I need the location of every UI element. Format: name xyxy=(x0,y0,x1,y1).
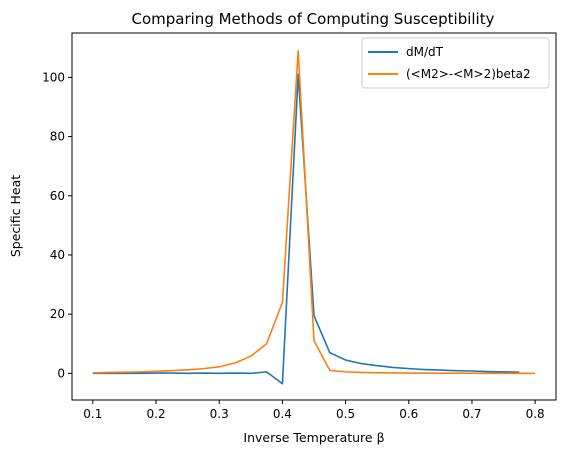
x-tick-label: 0.6 xyxy=(399,407,418,421)
x-tick-label: 0.8 xyxy=(526,407,545,421)
y-tick-label: 0 xyxy=(57,366,65,380)
x-tick-label: 0.1 xyxy=(83,407,102,421)
x-axis-ticks: 0.1 0.2 0.3 0.4 0.5 0.6 0.7 0.8 xyxy=(83,400,545,421)
x-axis-label: Inverse Temperature β xyxy=(243,430,384,445)
x-tick-label: 0.4 xyxy=(273,407,292,421)
x-tick-label: 0.7 xyxy=(462,407,481,421)
y-tick-label: 20 xyxy=(50,307,65,321)
y-tick-label: 80 xyxy=(50,130,65,144)
y-tick-label: 60 xyxy=(50,189,65,203)
series-layer xyxy=(92,49,536,385)
x-tick-label: 0.3 xyxy=(210,407,229,421)
y-tick-label: 100 xyxy=(42,70,65,84)
x-tick-label: 0.2 xyxy=(146,407,165,421)
chart-title: Comparing Methods of Computing Susceptib… xyxy=(132,10,495,28)
plot-frame xyxy=(71,32,557,401)
legend-box xyxy=(361,37,550,89)
y-tick-label: 40 xyxy=(50,248,65,262)
legend: dM/dT (<M2>-<M>2)beta2 xyxy=(361,37,550,89)
series-line-fluctuation xyxy=(92,49,536,375)
y-axis-ticks: 0 20 40 60 80 100 xyxy=(42,70,72,380)
y-axis-label: Specific Heat xyxy=(8,175,23,257)
legend-label-fluctuation: (<M2>-<M>2)beta2 xyxy=(406,67,531,81)
x-tick-label: 0.5 xyxy=(336,407,355,421)
legend-label-dmdt: dM/dT xyxy=(406,45,444,59)
